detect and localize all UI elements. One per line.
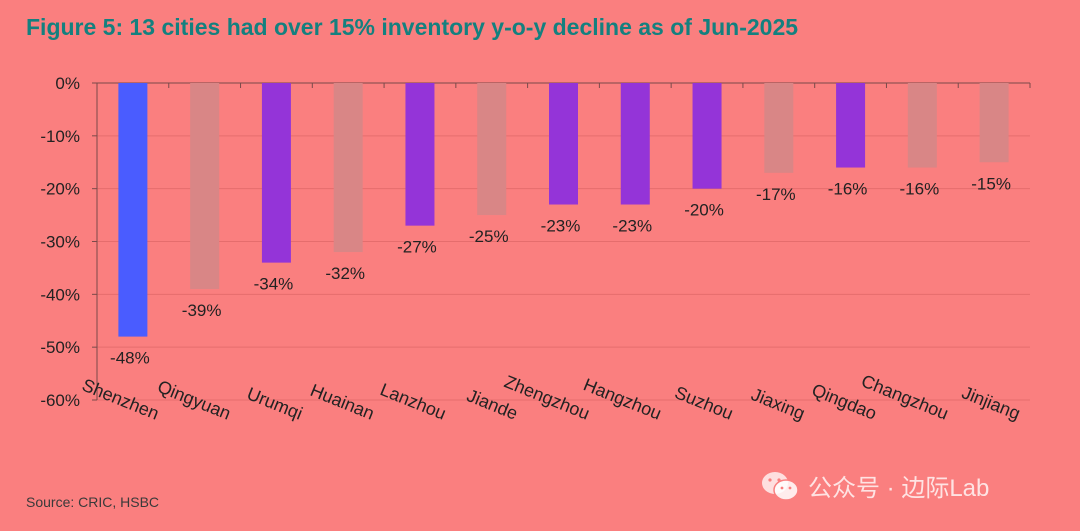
y-tick-label: -60% (40, 391, 80, 410)
wechat-icon (762, 471, 799, 501)
bar-jiande (477, 83, 507, 216)
bar-suzhou (692, 83, 722, 189)
data-labels: -48% -39% -34% -32% -27% -25% -23% -23% -20% -17%… (110, 174, 1011, 367)
data-label: -16% (828, 180, 868, 199)
bar-urumqi (261, 83, 291, 263)
y-tick-label: -30% (40, 233, 80, 252)
y-tick-label: -10% (40, 127, 80, 146)
y-tick-label: 0% (55, 74, 80, 93)
watermark: 公众号 · 边际Lab (760, 468, 989, 503)
data-label: -16% (900, 180, 940, 199)
source-note: Source: CRIC, HSBC (26, 494, 160, 510)
bar-zhengzhou (549, 83, 578, 205)
chart-title: Figure 5: 13 cities had over 15% invento… (26, 14, 799, 40)
watermark-text: 公众号 · 边际Lab (808, 475, 990, 502)
bar-huainan (333, 83, 363, 253)
bar-hangzhou (620, 83, 650, 205)
data-label: -32% (325, 264, 365, 283)
y-tick-label: -40% (40, 285, 80, 304)
bar-jiaxing (764, 83, 794, 173)
data-label: -17% (756, 185, 796, 204)
bar-qingyuan (190, 83, 220, 290)
x-tick-label: Huainan (308, 380, 378, 424)
bar-jinjiang (979, 83, 1009, 163)
data-label: -23% (541, 217, 581, 236)
x-tick-label: Shenzhen (79, 375, 162, 424)
x-tick-label: Jinjiang (959, 382, 1023, 423)
data-label: -39% (182, 301, 222, 320)
data-label: -27% (397, 238, 437, 257)
bar-qingdao (836, 83, 866, 168)
x-tick-label: Lanzhou (377, 379, 449, 423)
axes: 0% -10% -20% -30% -40% -50% -60% (40, 74, 1031, 410)
data-label: -20% (684, 201, 724, 220)
bar-changzhou (907, 83, 937, 168)
y-tick-label: -20% (40, 180, 80, 199)
data-label: -15% (971, 174, 1011, 193)
data-label: -25% (469, 227, 509, 246)
x-tick-label: Urumqi (244, 383, 305, 423)
bars (118, 83, 1009, 337)
y-tick-label: -50% (40, 338, 80, 357)
x-tick-label: Hangzhou (581, 374, 665, 423)
data-label: -48% (110, 349, 150, 368)
data-label: -23% (612, 217, 652, 236)
x-tick-label: Jiaxing (748, 384, 807, 424)
x-tick-label: Suzhou (672, 382, 736, 423)
bar-lanzhou (405, 83, 435, 226)
data-label: -34% (254, 275, 294, 294)
bar-shenzhen (118, 83, 148, 337)
